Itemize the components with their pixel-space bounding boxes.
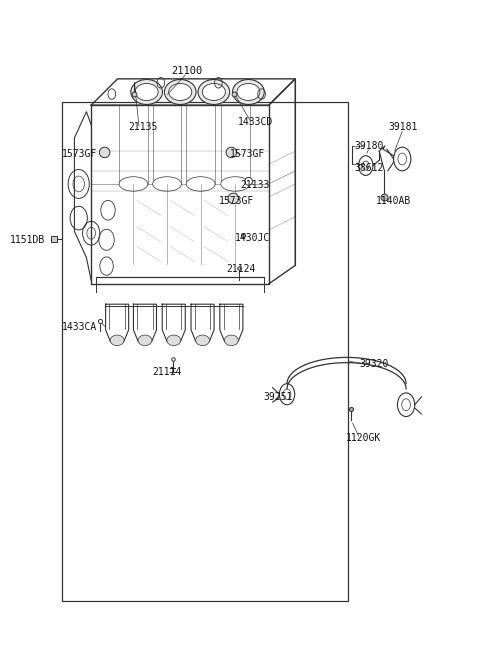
Text: 21100: 21100 bbox=[171, 66, 203, 76]
Text: 39251: 39251 bbox=[263, 392, 292, 402]
Text: 38612: 38612 bbox=[354, 163, 384, 173]
Text: 21133: 21133 bbox=[240, 180, 269, 191]
Ellipse shape bbox=[169, 83, 192, 101]
Ellipse shape bbox=[119, 177, 148, 191]
Text: 21124: 21124 bbox=[227, 264, 256, 275]
Bar bbox=[62, 102, 348, 601]
Ellipse shape bbox=[167, 335, 180, 346]
Ellipse shape bbox=[99, 147, 110, 158]
Ellipse shape bbox=[221, 177, 250, 191]
Text: 1430JC: 1430JC bbox=[235, 233, 270, 243]
Ellipse shape bbox=[203, 83, 226, 101]
Ellipse shape bbox=[232, 79, 264, 104]
Text: 1151DB: 1151DB bbox=[10, 235, 45, 246]
Ellipse shape bbox=[135, 83, 158, 101]
Ellipse shape bbox=[225, 335, 238, 346]
Text: 39180: 39180 bbox=[354, 141, 384, 151]
Ellipse shape bbox=[186, 177, 215, 191]
Ellipse shape bbox=[164, 79, 196, 104]
Text: 39320: 39320 bbox=[359, 359, 388, 369]
Ellipse shape bbox=[245, 177, 252, 185]
Ellipse shape bbox=[226, 147, 237, 158]
Text: 1433CA: 1433CA bbox=[61, 322, 96, 332]
Ellipse shape bbox=[196, 335, 209, 346]
Text: 21135: 21135 bbox=[129, 122, 158, 133]
Ellipse shape bbox=[198, 79, 230, 104]
Text: 1120GK: 1120GK bbox=[346, 432, 381, 443]
Ellipse shape bbox=[153, 177, 181, 191]
Text: 1573GF: 1573GF bbox=[61, 148, 96, 159]
Text: 1573GF: 1573GF bbox=[218, 196, 253, 206]
Text: 39181: 39181 bbox=[389, 122, 418, 133]
Text: 1573GF: 1573GF bbox=[229, 148, 264, 159]
Ellipse shape bbox=[237, 83, 260, 101]
Text: 1433CD: 1433CD bbox=[238, 117, 273, 127]
Ellipse shape bbox=[131, 79, 162, 104]
Ellipse shape bbox=[228, 193, 239, 204]
Text: 21114: 21114 bbox=[153, 367, 182, 377]
Ellipse shape bbox=[138, 335, 152, 346]
Ellipse shape bbox=[110, 335, 124, 346]
Text: 1140AB: 1140AB bbox=[375, 196, 410, 206]
